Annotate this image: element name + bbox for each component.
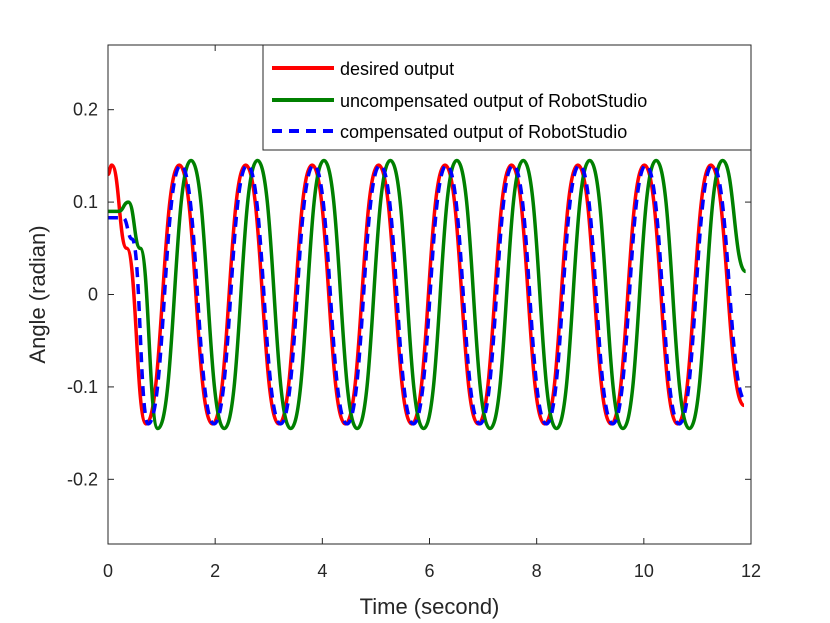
y-tick-label: 0.1 — [73, 192, 98, 212]
x-tick-label: 4 — [317, 561, 327, 581]
x-axis-label: Time (second) — [360, 594, 500, 619]
legend-label-uncompensated: uncompensated output of RobotStudio — [340, 91, 647, 111]
y-tick-label: 0 — [88, 285, 98, 305]
x-tick-label: 6 — [424, 561, 434, 581]
legend-label-desired: desired output — [340, 59, 454, 79]
series-line-compensated — [108, 163, 748, 426]
x-tick-label: 0 — [103, 561, 113, 581]
y-tick-label: -0.1 — [67, 377, 98, 397]
legend-label-compensated: compensated output of RobotStudio — [340, 122, 627, 142]
x-tick-label: 8 — [532, 561, 542, 581]
x-tick-label: 2 — [210, 561, 220, 581]
series-line-uncompensated — [108, 158, 748, 431]
y-tick-label: 0.2 — [73, 100, 98, 120]
legend: desired output uncompensated output of R… — [262, 44, 752, 151]
y-tick-label: -0.2 — [67, 469, 98, 489]
legend-box — [262, 44, 752, 151]
x-tick-label: 12 — [741, 561, 761, 581]
x-tick-label: 10 — [634, 561, 654, 581]
y-axis-label: Angle (radian) — [25, 225, 50, 363]
series-layer — [108, 158, 748, 431]
y-axis: -0.2 -0.1 0 0.1 0.2 — [67, 100, 751, 489]
